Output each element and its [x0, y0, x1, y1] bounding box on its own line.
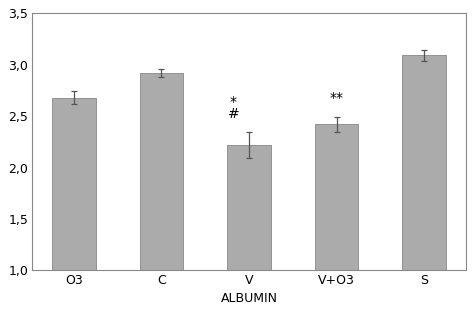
Bar [140, 73, 183, 270]
Bar [315, 124, 358, 270]
Bar [402, 55, 446, 270]
Text: *: * [230, 95, 237, 109]
Text: **: ** [329, 91, 344, 105]
X-axis label: ALBUMIN: ALBUMIN [220, 292, 277, 305]
Bar [52, 98, 96, 270]
Text: #: # [228, 107, 239, 121]
Bar [227, 145, 271, 270]
